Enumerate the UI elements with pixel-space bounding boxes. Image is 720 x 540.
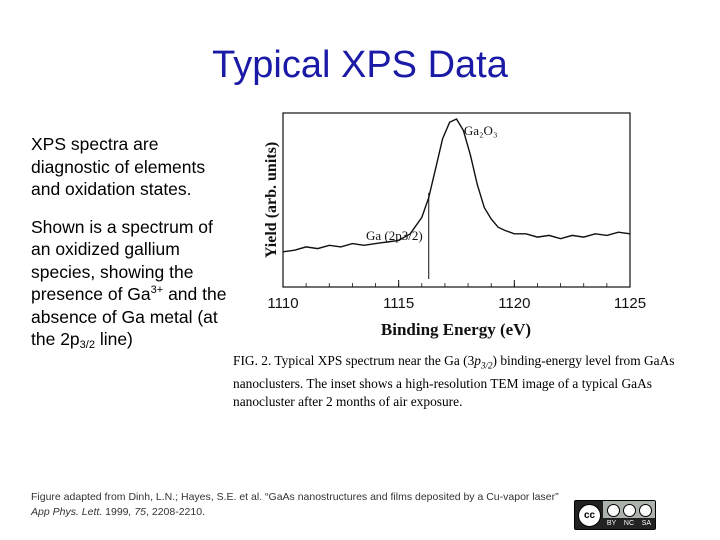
cc-icon: cc [578,504,601,527]
ga-charge-superscript: 3+ [150,284,164,296]
cc-label-by: BY [606,520,617,527]
annotation-ga-2p32: Ga (2p3/2) [366,228,423,243]
x-tick-label: 1120 [498,295,530,312]
cc-icon-strip [603,501,655,518]
slide-title: Typical XPS Data [212,44,508,86]
cc-license-badge[interactable]: cc BY NC SA [574,500,656,530]
orbital-subscript: 3/2 [79,339,95,351]
y-axis-label: Yield (arb. units) [263,142,280,258]
para-text-c: line) [94,329,133,349]
annotation-ga2o3: Ga₂O₃ [464,123,498,138]
xps-spectrum-chart: 1110 1115 1120 1125 Binding Energy (eV) Yield… [263,112,646,339]
plot-frame [282,112,631,288]
caption-rest: ) binding-energy level from GaAs nanoclu… [233,353,675,409]
cc-labels: BY NC SA [603,518,655,529]
figure-caption: FIG. 2. Typical XPS spectrum near the Ga… [233,352,703,411]
x-tick-label: 1110 [267,295,298,312]
x-tick-label: 1125 [614,295,646,312]
x-axis-label: Binding Energy (eV) [381,320,531,339]
x-tick-label: 1115 [383,295,414,312]
citation-pages: , 2208-2210. [146,506,205,518]
citation-footer: Figure adapted from Dinh, L.N.; Hayes, S… [31,490,561,520]
nc-dollar-icon [623,504,636,517]
paragraph-diagnostic: XPS spectra are diagnostic of elements a… [31,134,206,199]
xps-figure: 1110 1115 1120 1125 Binding Energy (eV) Yield… [230,105,720,410]
slide-body: XPS spectra are diagnostic of elements a… [31,133,236,366]
cc-label-sa: SA [641,520,652,527]
citation-year: 1999 [102,506,129,518]
sa-share-icon [639,504,652,517]
citation-journal: App Phys. Lett. [31,506,103,518]
para-text-b: and the absence of Ga metal (at the 2p [31,284,227,349]
caption-orbital-sub: 3/2 [481,360,493,371]
cc-label-nc: NC [623,520,635,527]
caption-lead: FIG. 2. Typical XPS spectrum near the Ga… [233,353,475,368]
para-text-a: Shown is a spectrum of an oxidized galli… [31,216,213,305]
spectrum-line [282,118,631,253]
citation-volume: , 75 [128,506,147,518]
paragraph-spectrum: Shown is a spectrum of an oxidized galli… [31,216,236,351]
caption-orbital: p [474,353,481,368]
citation-text: Figure adapted from Dinh, L.N.; Hayes, S… [31,491,559,503]
by-person-icon [607,504,620,517]
